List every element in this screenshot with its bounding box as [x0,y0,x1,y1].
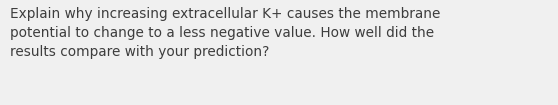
Text: Explain why increasing extracellular K+ causes the membrane
potential to change : Explain why increasing extracellular K+ … [10,7,440,59]
